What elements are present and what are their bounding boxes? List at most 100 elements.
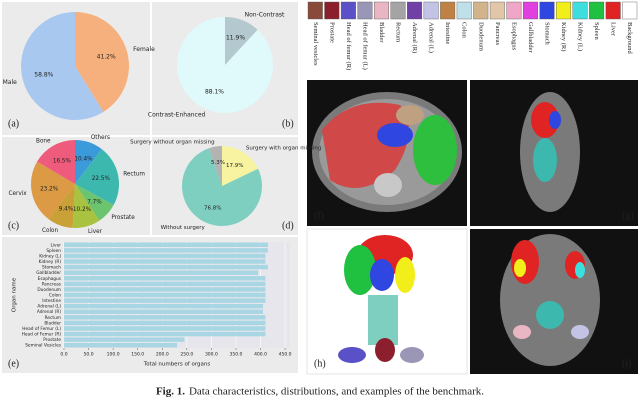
- y-tick-label: Esophagus: [38, 276, 62, 282]
- slice-name: Colon: [42, 228, 59, 234]
- legend-label: Prostate: [328, 22, 335, 43]
- slice-name: Without surgery: [161, 225, 206, 231]
- panel-label: (f): [314, 210, 324, 221]
- caption-label: Fig. 1.: [156, 386, 185, 398]
- x-tick-label: 0.0: [60, 352, 67, 358]
- y-tick-label: Adrenal (R): [37, 309, 61, 315]
- legend-label: Seminal vesicles: [312, 22, 319, 66]
- x-tick-label: 300.0: [205, 352, 218, 358]
- bar: [64, 287, 266, 292]
- x-axis-title: Total numbers of organs: [143, 362, 211, 368]
- y-tick-label: Kidney (L): [39, 253, 61, 259]
- y-tick-label: Rectum: [45, 315, 61, 321]
- panel-label: (e): [8, 358, 19, 369]
- legend-swatch: [324, 1, 340, 20]
- slice-value-label: 88.1%: [205, 88, 224, 95]
- bar: [64, 315, 266, 320]
- bar: [64, 331, 266, 337]
- slice-value-label: 11.9%: [226, 35, 245, 42]
- slice-value-label: 7.7%: [87, 199, 102, 205]
- bar: [64, 253, 266, 259]
- panel-label: (b): [282, 118, 294, 129]
- legend-swatch: [357, 1, 373, 20]
- x-tick-label: 50.0: [84, 352, 94, 358]
- ct-sagittal: [470, 80, 638, 226]
- y-tick-label: Spleen: [46, 248, 61, 254]
- slice-name: Female: [133, 46, 155, 53]
- legend-label: Duodenum: [477, 22, 484, 51]
- legend-label: Rectum: [395, 22, 402, 42]
- panel-label: (g): [622, 210, 634, 221]
- legend-swatch: [390, 1, 406, 20]
- bar: [64, 320, 266, 326]
- x-tick-label: 100.0: [107, 352, 120, 358]
- y-tick-label: Intestine: [42, 298, 61, 304]
- legend-swatch: [374, 1, 389, 20]
- y-tick-label: Colon: [49, 293, 61, 299]
- y-tick-label: Adrenal (L): [37, 304, 61, 310]
- slice-name: Contrast-Enhanced: [148, 112, 206, 119]
- legend-swatch: [473, 1, 489, 20]
- legend-label: Kidney (R): [560, 22, 567, 51]
- y-tick-label: Gallbladder: [36, 270, 61, 276]
- legend-label: Esophagus: [510, 22, 517, 51]
- pie-slice: [75, 149, 119, 206]
- pie-slice: [72, 184, 100, 228]
- slice-value-label: 22.5%: [92, 176, 111, 182]
- y-tick-label: Pancreas: [42, 281, 62, 287]
- legend-label: Head of femur (R): [345, 22, 352, 70]
- pie-slice: [208, 146, 222, 186]
- pie-slice: [75, 12, 129, 112]
- 3d-render: [306, 228, 468, 375]
- bar: [64, 264, 268, 270]
- y-axis-title: Organ name: [12, 277, 18, 312]
- bar: [64, 309, 263, 314]
- pie-slice: [75, 140, 102, 184]
- x-tick-label: 250.0: [180, 352, 193, 358]
- x-tick-label: 400.0: [254, 352, 267, 358]
- pie-slice: [37, 140, 75, 184]
- panel-label: (i): [622, 358, 631, 369]
- legend-swatch: [440, 1, 456, 20]
- legend-label: Liver: [610, 22, 617, 37]
- slice-name: Others: [91, 135, 110, 141]
- slice-name: Male: [3, 79, 18, 86]
- legend-label: Stomach: [543, 22, 550, 45]
- legend-label: Background: [626, 22, 633, 55]
- legend-swatch: [340, 1, 356, 20]
- legend-swatch: [605, 1, 621, 20]
- slice-value-label: 5.3%: [211, 160, 225, 166]
- slice-name: Liver: [88, 229, 103, 235]
- y-tick-label: Seminal Vesicles: [25, 343, 62, 349]
- bar: [64, 270, 259, 275]
- bar: [64, 342, 177, 348]
- panel-label: (d): [282, 220, 294, 231]
- slice-name: Non-Contrast: [245, 11, 285, 18]
- slice-name: Bone: [36, 139, 51, 145]
- legend-swatch: [307, 1, 323, 20]
- legend-label: Gallbladder: [527, 22, 534, 54]
- x-tick-label: 150.0: [131, 352, 144, 358]
- legend-label: Spleen: [593, 22, 600, 40]
- x-tick-label: 350.0: [230, 352, 243, 358]
- y-tick-label: Head of Femur (L): [22, 326, 61, 332]
- bar: [64, 242, 268, 248]
- bar: [64, 259, 266, 264]
- bar: [64, 292, 266, 298]
- legend-swatch: [423, 1, 439, 20]
- legend-label: Kidney (L): [577, 22, 584, 51]
- legend-swatch: [572, 1, 588, 20]
- legend-label: Bladder: [378, 22, 385, 43]
- legend-label: Intestine: [444, 22, 451, 44]
- pie-slice: [182, 148, 262, 226]
- bar: [64, 326, 266, 331]
- bar: [64, 337, 185, 342]
- slice-name: Surgery with organ missing: [246, 146, 321, 152]
- y-tick-label: Stomach: [42, 265, 61, 271]
- slice-value-label: 16.5%: [53, 159, 72, 165]
- legend-label: Colon: [461, 22, 468, 39]
- bar: [64, 281, 266, 287]
- ct-axial: [307, 80, 467, 226]
- slice-name: Surgery without organ missing: [130, 139, 214, 145]
- bar: [64, 248, 268, 253]
